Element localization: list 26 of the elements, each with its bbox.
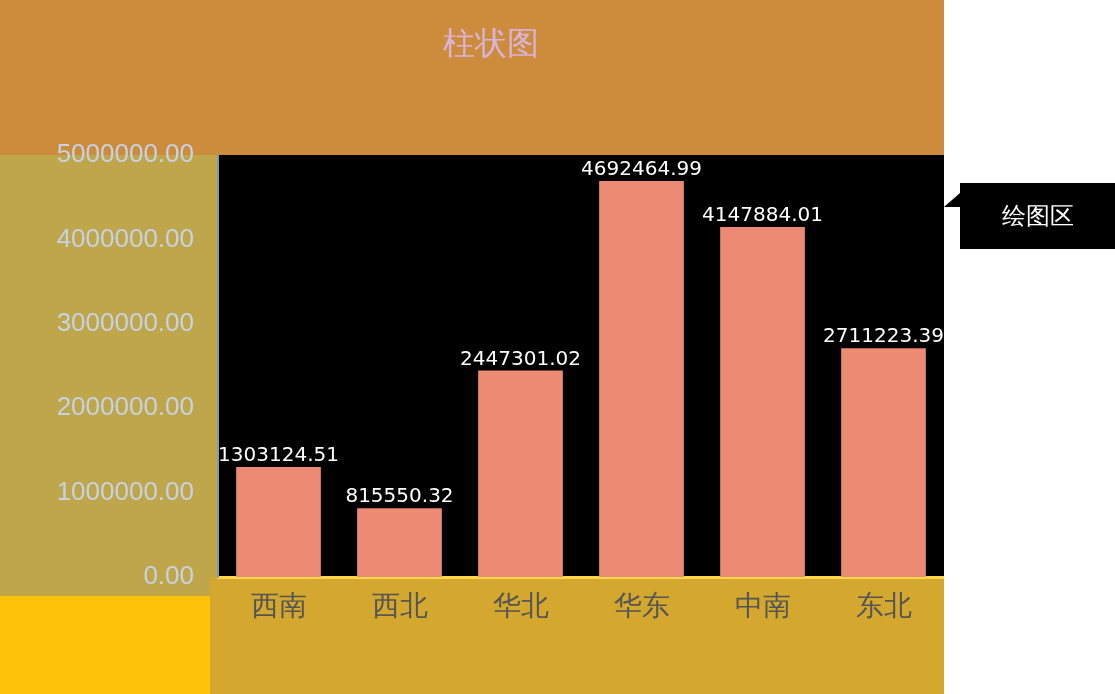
data-label: 1303124.51	[218, 442, 339, 467]
y-tick-label: 0.00	[143, 560, 194, 591]
bar	[236, 467, 321, 577]
x-tick-label: 华北	[492, 589, 549, 623]
x-tick-label: 中南	[734, 589, 791, 623]
y-tick-label: 4000000.00	[56, 222, 194, 253]
bar	[478, 370, 563, 577]
data-label: 4692464.99	[581, 156, 702, 181]
text: 绘图区	[960, 183, 1115, 249]
x-tick-label: 华东	[613, 589, 670, 623]
chart-title: 柱状图	[443, 24, 539, 63]
bar	[841, 348, 926, 577]
data-label: 815550.32	[345, 483, 454, 508]
x-tick-label: 西北	[371, 589, 428, 623]
y-tick-label: 1000000.00	[56, 475, 194, 506]
y-tick-label: 2000000.00	[56, 391, 194, 422]
bar	[720, 226, 805, 577]
x-tick-label: 东北	[855, 589, 912, 623]
data-label: 2711223.39	[823, 323, 944, 348]
x-tick-label: 西南	[250, 589, 307, 623]
y-tick-label: 5000000.00	[56, 138, 194, 169]
data-label: 2447301.02	[460, 345, 581, 370]
bar	[599, 180, 684, 577]
y-tick-label: 3000000.00	[56, 306, 194, 337]
data-label: 4147884.01	[702, 202, 823, 227]
bar	[357, 508, 442, 577]
